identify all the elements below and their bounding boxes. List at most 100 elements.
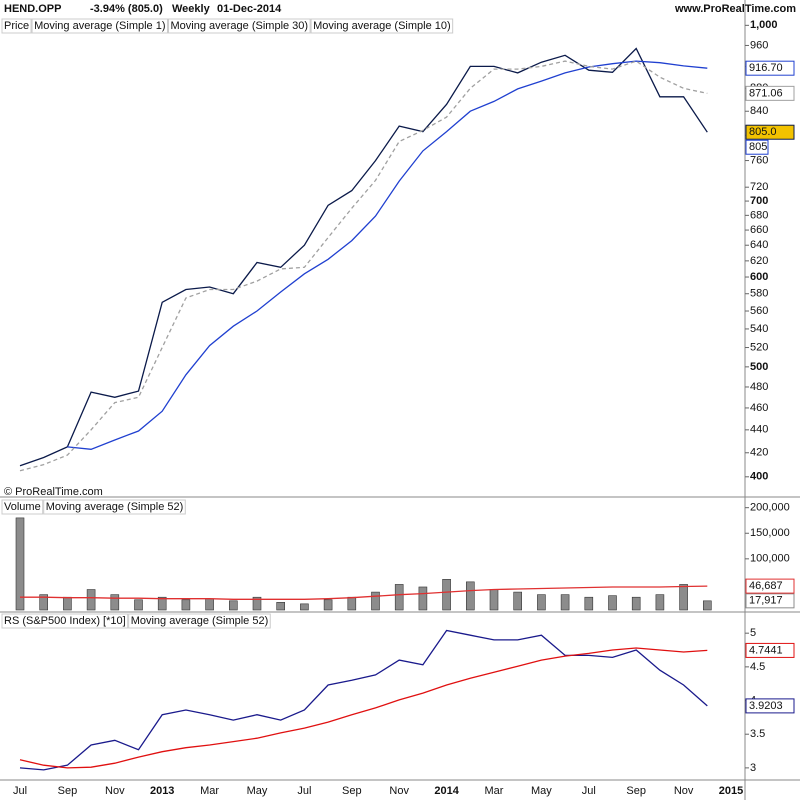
volume-bar <box>252 596 262 611</box>
legend-entry: RS (S&P500 Index) [*10] <box>4 615 126 627</box>
x-tick-label: Sep <box>626 785 646 797</box>
x-tick-label: Jul <box>582 785 596 797</box>
legend-box <box>1 613 129 629</box>
x-tick-label: Nov <box>105 785 125 797</box>
volume-bar <box>181 599 191 611</box>
legend-box <box>128 613 271 629</box>
y-tick-label: 760 <box>750 154 768 166</box>
x-tick-label: Mar <box>200 785 219 797</box>
y-tick-label: 420 <box>750 447 768 459</box>
copyright: © ProRealTime.com <box>4 486 103 498</box>
value-box <box>745 642 795 658</box>
volume-bar <box>442 579 451 611</box>
symbol: HEND.OPP <box>4 3 61 15</box>
series-line <box>67 60 708 450</box>
y-tick-label: 520 <box>750 341 768 353</box>
volume-bar <box>489 589 499 611</box>
volume-bar <box>347 596 357 611</box>
volume-bar <box>560 594 570 611</box>
x-tick-label: 2013 <box>150 785 174 797</box>
value-label: 805.0 <box>749 126 777 138</box>
series-line <box>19 629 708 771</box>
value-label: 916.70 <box>749 62 783 74</box>
y-tick-label: 540 <box>750 323 768 335</box>
x-tick-label: May <box>247 785 268 797</box>
value-box <box>745 60 795 76</box>
legend-box <box>168 18 311 34</box>
volume-bar <box>110 594 120 611</box>
y-tick-label: 720 <box>750 181 768 193</box>
y-tick-label: 3.5 <box>750 728 765 740</box>
volume-bar <box>86 589 96 611</box>
y-tick-label: 620 <box>750 255 768 267</box>
volume-bar <box>63 596 72 611</box>
price-marker: 805 <box>749 141 767 153</box>
y-tick-label: 1,000 <box>750 19 778 31</box>
volume-bar <box>229 600 238 611</box>
y-tick-label: 400 <box>750 471 768 483</box>
y-tick-label: 3 <box>750 762 756 774</box>
legend-box <box>1 18 32 34</box>
volume-bar <box>205 598 214 611</box>
y-tick-label: 200,000 <box>750 502 790 514</box>
legend-entry: Moving average (Simple 10) <box>313 20 451 32</box>
y-tick-label: 5 <box>750 627 756 639</box>
legend-box <box>43 499 186 515</box>
legend-box <box>1 499 44 515</box>
volume-bar <box>418 586 428 611</box>
y-tick-label: 680 <box>750 209 768 221</box>
x-tick-label: Sep <box>342 785 362 797</box>
volume-bar <box>394 584 404 611</box>
volume-bar <box>608 595 617 611</box>
volume-bar <box>631 596 641 611</box>
legend-box <box>31 18 169 34</box>
x-tick-label: Jul <box>13 785 27 797</box>
series-line <box>19 60 708 472</box>
x-tick-label: May <box>531 785 552 797</box>
x-tick-label: Jul <box>297 785 311 797</box>
value-label: 46,687 <box>749 580 783 592</box>
volume-bar <box>157 596 167 611</box>
volume-bar <box>584 596 594 611</box>
value-box <box>745 124 795 140</box>
y-tick-label: 840 <box>750 105 768 117</box>
y-tick-label: 580 <box>750 288 768 300</box>
y-tick-label: 700 <box>750 195 768 207</box>
volume-bar <box>39 594 49 611</box>
y-tick-label: 100,000 <box>750 553 790 565</box>
y-tick-label: 480 <box>750 381 768 393</box>
volume-bar <box>655 594 665 611</box>
x-tick-label: Mar <box>485 785 504 797</box>
volume-bar <box>371 591 380 611</box>
x-tick-label: Nov <box>389 785 409 797</box>
value-label: 871.06 <box>749 87 783 99</box>
value-box <box>745 578 795 594</box>
value-label: 4.7441 <box>749 644 783 656</box>
x-tick-label: 2015 <box>719 785 743 797</box>
volume-bar <box>537 594 546 611</box>
date: 01-Dec-2014 <box>217 3 282 15</box>
volume-bar <box>513 591 523 611</box>
value-label: 3.9203 <box>749 700 783 712</box>
change: -3.94% (805.0) <box>90 3 163 15</box>
series-line <box>20 585 708 600</box>
legend-box <box>310 18 454 34</box>
y-tick-label: 640 <box>750 239 768 251</box>
y-tick-label: 4.5 <box>750 661 765 673</box>
period: Weekly <box>172 3 211 15</box>
series-line <box>19 647 708 769</box>
legend-title: Price <box>4 20 29 32</box>
volume-bar <box>300 603 309 611</box>
y-tick-label: 440 <box>750 424 768 436</box>
legend-entry: Moving average (Simple 52) <box>46 501 184 513</box>
y-tick-label: 560 <box>750 305 768 317</box>
y-tick-label: 960 <box>750 39 768 51</box>
y-tick-label: 500 <box>750 361 768 373</box>
value-box <box>745 85 795 101</box>
volume-bar <box>15 517 25 611</box>
volume-bar <box>702 600 712 611</box>
value-box <box>745 698 795 714</box>
value-box <box>745 593 795 609</box>
